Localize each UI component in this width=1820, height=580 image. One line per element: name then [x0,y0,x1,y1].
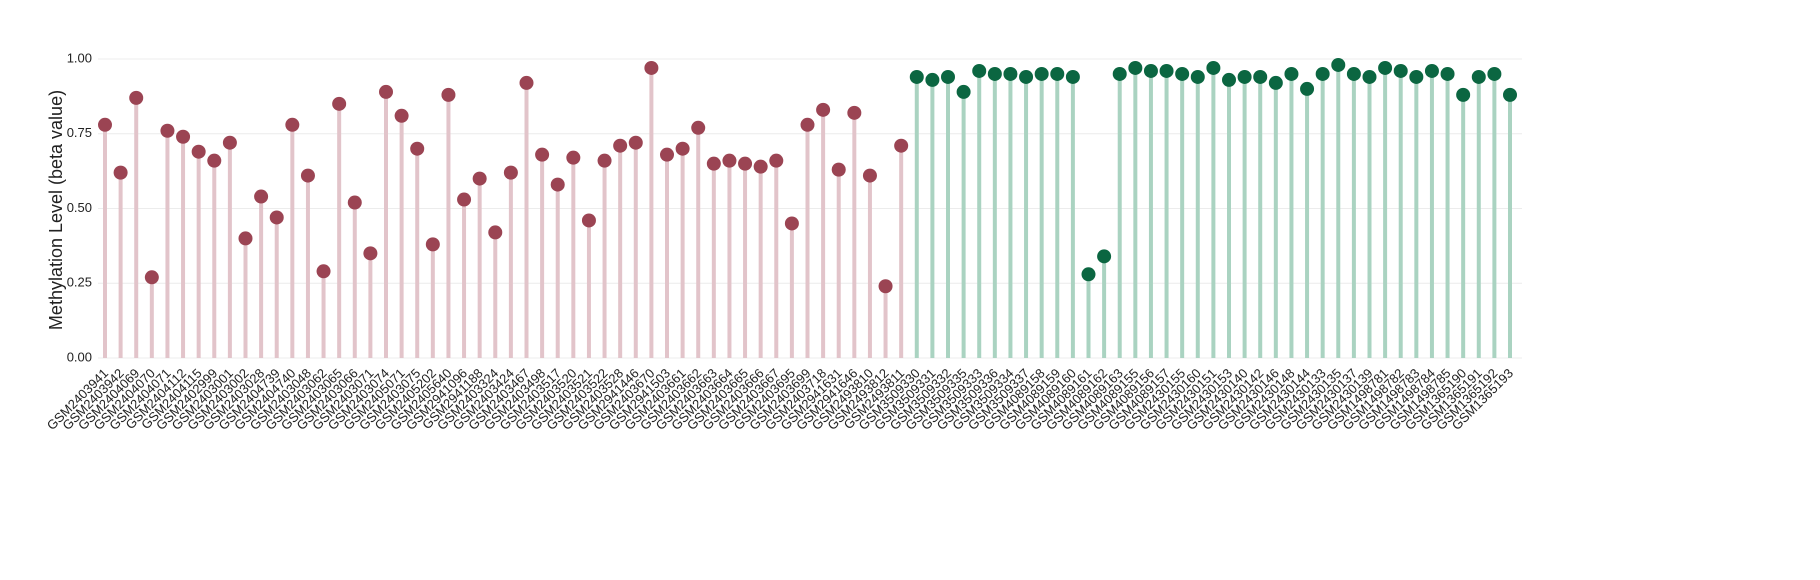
dot [113,165,128,180]
dot [644,60,659,75]
dot [628,135,643,150]
dot [847,105,862,120]
dot [207,153,222,168]
dot [1503,87,1517,102]
dot [1019,69,1034,84]
dot [831,162,846,177]
dot [1440,66,1455,81]
dot [581,213,596,228]
dot [862,168,877,183]
dot [987,66,1002,81]
y-tick-label: 1.00 [67,50,92,65]
dot [1097,249,1112,264]
dot [1300,81,1315,96]
dot [300,168,315,183]
y-tick-label: 0.50 [67,200,92,215]
dot [472,171,487,186]
dot [1190,69,1205,84]
dot [1378,60,1393,75]
dot [254,189,269,204]
dot [894,138,909,153]
dot [1159,63,1174,78]
dot [1112,66,1127,81]
dot [269,210,284,225]
dot [1284,66,1299,81]
dot [1346,66,1361,81]
dot [98,117,112,132]
dot [1471,69,1486,84]
dot [1362,69,1377,84]
dot [1237,69,1252,84]
dot [160,123,175,138]
dot [441,87,456,102]
plot [98,57,1517,358]
dot [519,75,534,90]
dot [784,216,799,231]
dot [1253,69,1268,84]
dot [769,153,784,168]
dot [144,270,159,285]
dot [878,279,893,294]
dot [816,102,831,117]
dot [1034,66,1049,81]
dot [1050,66,1065,81]
y-tick-label: 0.25 [67,275,92,290]
dot [675,141,690,156]
dot [691,120,706,135]
dot [1331,57,1346,72]
y-tick-label: 0.75 [67,125,92,140]
dot [706,156,721,171]
dot [738,156,753,171]
dot [1128,60,1143,75]
dot [956,84,971,99]
dot [191,144,206,159]
dot [535,147,550,162]
dot [722,153,737,168]
dot [1424,63,1439,78]
dot [425,237,440,252]
dot [176,129,191,144]
dot [660,147,674,162]
dot [753,159,768,174]
dot [1222,72,1236,87]
dot [503,165,518,180]
dot [1143,63,1158,78]
dot [285,117,300,132]
dot [1268,75,1283,90]
dot [566,150,581,165]
dot [1409,69,1424,84]
dot [394,108,409,123]
dot [613,138,628,153]
dot [222,135,237,150]
dot [488,225,503,240]
dot [316,264,331,279]
dot [1003,66,1018,81]
dot [925,72,940,87]
dot [1487,66,1502,81]
dot [1315,66,1330,81]
dot [1065,69,1080,84]
dot [238,231,253,246]
dot [457,192,472,207]
dot [1206,60,1221,75]
y-tick-label: 0.00 [67,349,92,364]
dot [332,96,347,111]
dot [129,90,144,105]
dot [363,246,378,261]
dot [410,141,425,156]
dot [972,63,987,78]
dot [1393,63,1408,78]
dot [1456,87,1471,102]
dot [1175,66,1190,81]
dot [1081,267,1096,282]
dot [941,69,955,84]
dot [800,117,815,132]
dot [347,195,362,210]
dot [379,84,393,99]
y-axis-label: Methylation Level (beta value) [46,90,66,330]
dot [597,153,612,168]
dot [909,69,924,84]
dot [550,177,565,192]
